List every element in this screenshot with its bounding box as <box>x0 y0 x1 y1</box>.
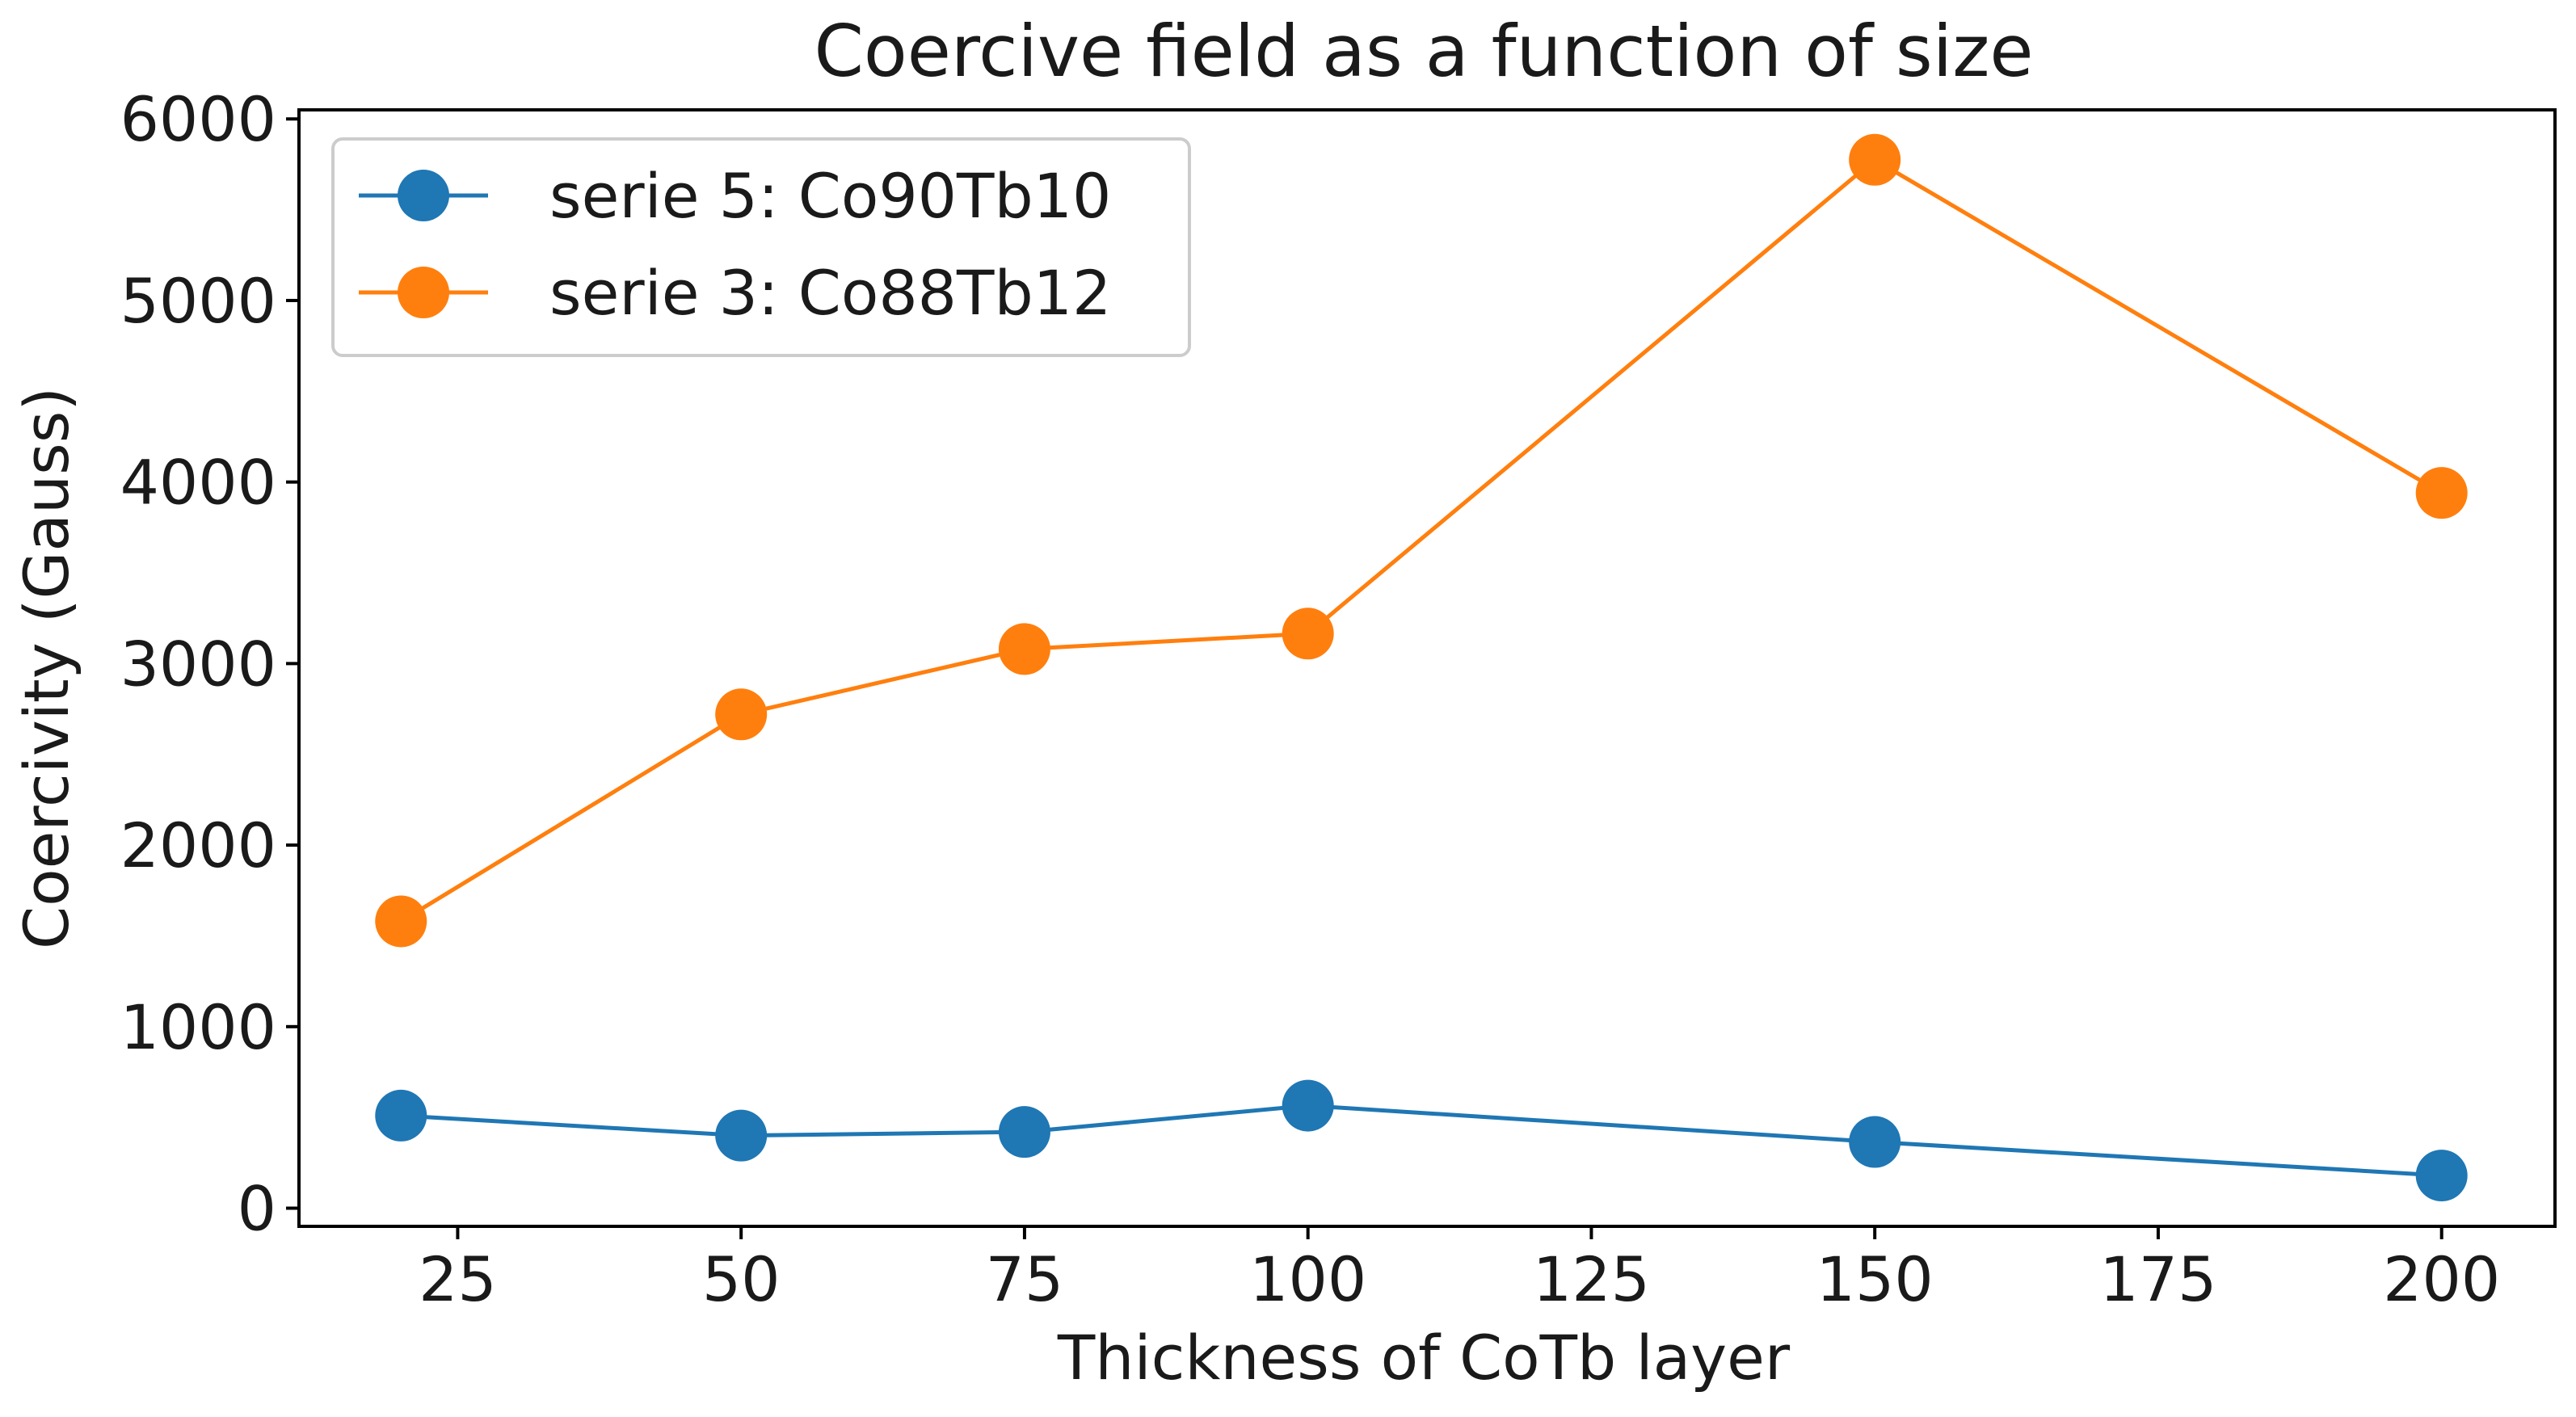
y-tick-label: 6000 <box>120 83 276 155</box>
y-tick-label: 1000 <box>120 991 276 1063</box>
y-tick-label: 4000 <box>120 447 276 519</box>
x-tick-label: 200 <box>2383 1243 2500 1315</box>
y-tick-label: 5000 <box>120 265 276 337</box>
data-point <box>715 688 768 741</box>
legend-frame <box>331 137 1191 357</box>
data-point <box>1282 608 1334 660</box>
data-point <box>1849 1116 1901 1168</box>
series-line <box>399 157 2443 923</box>
plot-frame <box>297 108 2557 1228</box>
legend-label: serie 3: Co88Tb12 <box>549 257 1111 329</box>
legend-marker <box>398 170 449 221</box>
y-axis-label: Coercivity (Gauss) <box>11 387 82 949</box>
data-point <box>1282 1079 1334 1132</box>
x-axis-label: Thickness of CoTb layer <box>1057 1322 1791 1394</box>
x-tick-label: 175 <box>2099 1243 2216 1315</box>
series-line <box>401 1104 2442 1178</box>
series-2 <box>375 133 2468 948</box>
data-point <box>998 1106 1050 1158</box>
data-point <box>375 895 427 948</box>
legend-marker <box>398 267 449 318</box>
plot-series <box>375 133 2468 1202</box>
y-tick-label: 2000 <box>120 809 276 881</box>
data-point <box>2415 1150 2468 1202</box>
axis-ticks: 25 50 75 100 125 150 175 2000100020003000400050… <box>120 83 2501 1315</box>
x-tick-label: 100 <box>1249 1243 1366 1315</box>
x-tick-label: 125 <box>1533 1243 1650 1315</box>
x-tick-label: 150 <box>1816 1243 1934 1315</box>
legend-entry: serie 5: Co90Tb10 <box>359 160 1111 232</box>
series-1 <box>375 1079 2468 1202</box>
y-tick-label: 0 <box>238 1173 276 1245</box>
data-point <box>998 623 1050 675</box>
legend: serie 5: Co90Tb10 serie 3: Co88Tb12 <box>331 137 1191 357</box>
data-point <box>1849 133 1901 186</box>
chart-title: Coercive field as a function of size <box>814 10 2033 93</box>
data-point <box>375 1089 427 1142</box>
x-tick-label: 75 <box>986 1243 1064 1315</box>
data-point <box>2415 467 2468 519</box>
data-point <box>715 1109 768 1162</box>
x-tick-label: 25 <box>419 1243 497 1315</box>
x-tick-label: 50 <box>702 1243 781 1315</box>
y-tick-label: 3000 <box>120 628 276 700</box>
legend-label: serie 5: Co90Tb10 <box>549 160 1111 232</box>
legend-entry: serie 3: Co88Tb12 <box>359 257 1111 329</box>
